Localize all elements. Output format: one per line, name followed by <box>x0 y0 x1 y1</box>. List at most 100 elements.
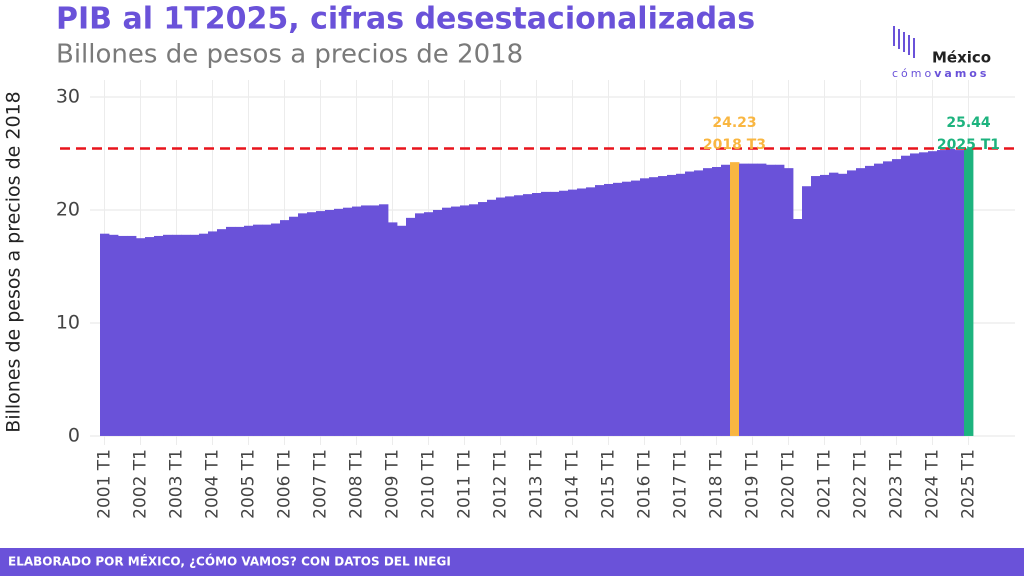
logo-tagline-bold: vamos <box>934 67 989 80</box>
bar <box>892 159 902 436</box>
bar <box>370 205 380 436</box>
y-tick-label: 10 <box>56 311 80 333</box>
chart-subtitle: Billones de pesos a precios de 2018 <box>56 40 523 70</box>
logo-tagline-light: cómo <box>892 67 934 80</box>
bar <box>586 187 596 436</box>
bar <box>343 207 353 436</box>
x-tick-label: 2023 T1 <box>887 449 907 519</box>
bar <box>136 238 146 436</box>
bar <box>946 148 956 436</box>
bar <box>460 205 470 436</box>
bar <box>325 209 335 436</box>
bar <box>442 207 452 436</box>
bar <box>910 153 920 436</box>
bar <box>127 235 137 436</box>
x-tick-label: 2006 T1 <box>275 449 295 519</box>
bar <box>685 171 695 436</box>
bar <box>118 235 128 436</box>
bar <box>514 195 524 436</box>
bar <box>433 209 443 436</box>
x-tick-label: 2008 T1 <box>347 449 367 519</box>
bar <box>856 168 866 436</box>
x-tick-label: 2024 T1 <box>923 449 943 519</box>
bar <box>622 181 632 436</box>
x-tick-label: 2001 T1 <box>95 449 115 519</box>
bar <box>262 224 272 436</box>
x-tick-label: 2009 T1 <box>383 449 403 519</box>
bar <box>658 176 668 436</box>
x-tick-label: 2019 T1 <box>743 449 763 519</box>
bar <box>901 155 911 436</box>
logo-stripe <box>903 32 905 52</box>
bar <box>208 231 218 436</box>
bar <box>334 208 344 436</box>
bar <box>271 223 281 436</box>
logo: México cómovamos <box>892 26 991 80</box>
bar <box>298 213 308 436</box>
bar <box>181 234 191 436</box>
x-tick-label: 2021 T1 <box>815 449 835 519</box>
x-tick-label: 2018 T1 <box>707 449 727 519</box>
bar <box>703 168 713 436</box>
bar <box>100 233 110 436</box>
logo-stripe <box>908 35 910 55</box>
bar <box>766 164 776 436</box>
x-tick-label: 2010 T1 <box>419 449 439 519</box>
bar <box>775 164 785 436</box>
logo-tagline: cómovamos <box>892 67 989 80</box>
highlight-label: 2025 T1 <box>937 137 1000 153</box>
bar <box>235 226 245 436</box>
bar <box>874 163 884 436</box>
bar <box>109 234 119 436</box>
bar <box>415 213 425 436</box>
bar <box>289 216 299 436</box>
bar <box>190 234 200 436</box>
bar <box>496 197 506 436</box>
x-tick-label: 2002 T1 <box>131 449 151 519</box>
bar <box>829 172 839 436</box>
bar <box>532 193 542 436</box>
bar <box>739 163 749 436</box>
y-tick-label: 30 <box>56 85 80 107</box>
bar <box>793 218 803 436</box>
bar <box>820 174 830 436</box>
bar <box>712 167 722 436</box>
x-tick-label: 2005 T1 <box>239 449 259 519</box>
bar <box>226 226 236 436</box>
bar <box>757 163 767 436</box>
logo-stripe <box>893 26 895 46</box>
bar <box>649 177 659 436</box>
bar <box>280 220 290 436</box>
bar <box>559 190 569 436</box>
x-tick-label: 2014 T1 <box>563 449 583 519</box>
footer-band <box>0 548 1024 576</box>
bar <box>676 173 686 436</box>
bar <box>451 206 461 436</box>
highlight-label: 2018 T3 <box>703 137 766 153</box>
bar <box>694 170 704 436</box>
bar <box>631 180 641 436</box>
x-tick-label: 2020 T1 <box>779 449 799 519</box>
bar <box>802 186 812 436</box>
bar <box>550 191 560 436</box>
bar <box>307 212 317 436</box>
bar <box>919 152 929 436</box>
bar <box>172 234 182 436</box>
bar <box>955 150 965 436</box>
bar <box>469 204 479 436</box>
bar <box>379 204 389 436</box>
logo-stripe <box>898 29 900 49</box>
bar <box>424 212 434 436</box>
bar <box>730 162 740 436</box>
bar <box>577 188 587 436</box>
bar <box>316 211 326 436</box>
bar <box>253 224 263 436</box>
bar <box>811 176 821 436</box>
x-tick-label: 2013 T1 <box>527 449 547 519</box>
bar <box>217 229 227 436</box>
y-tick-label: 20 <box>56 198 80 220</box>
bar <box>937 150 947 436</box>
x-tick-label: 2012 T1 <box>491 449 511 519</box>
x-tick-label: 2011 T1 <box>455 449 475 519</box>
bar <box>145 237 155 436</box>
